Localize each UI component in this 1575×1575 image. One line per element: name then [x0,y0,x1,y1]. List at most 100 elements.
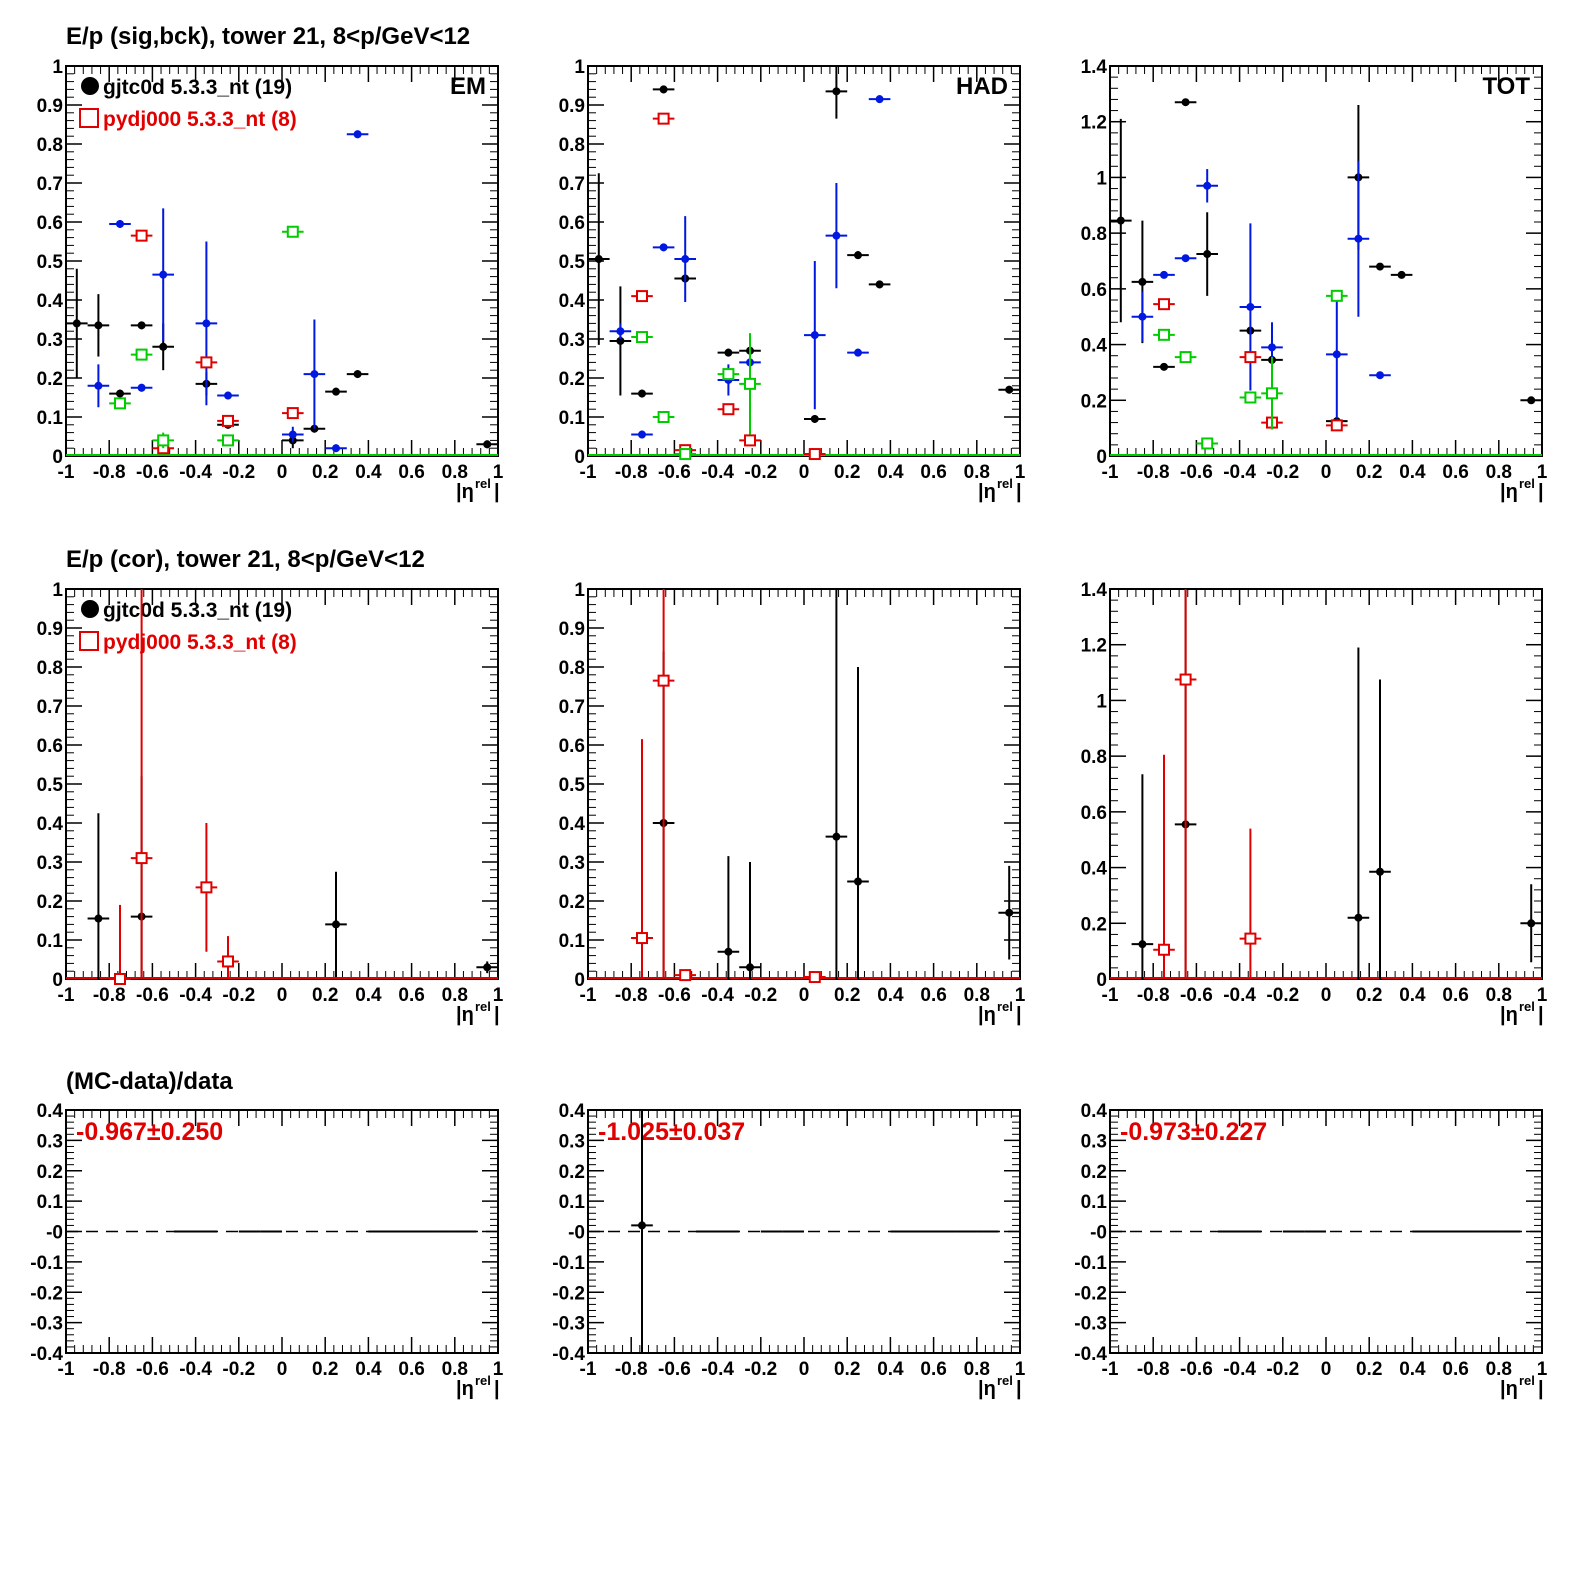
y-tick-label: 1.4 [1081,57,1108,78]
data-point [1332,350,1341,359]
x-tick-label: -1 [1102,462,1119,483]
y-tick-label: -0.1 [1074,1253,1107,1274]
y-tick-label: 0.2 [37,1162,63,1183]
panel-label: TOT [1482,73,1530,100]
x-tick-label: 0 [1321,1359,1332,1380]
data-point [222,414,234,427]
data-point [332,444,340,453]
x-tick-label: 0.2 [1356,1359,1382,1380]
data-point [72,319,81,328]
y-tick-label: 0.6 [559,213,585,234]
x-tick-label: 0.4 [877,985,904,1006]
data-point [810,414,819,423]
data-point [202,319,211,328]
data-point [1116,216,1125,225]
data-point [159,270,168,279]
data-point [854,251,862,260]
data-point [116,389,124,398]
y-tick-label: 0.9 [559,96,585,117]
y-tick-label: -0 [1090,1223,1107,1244]
y-tick-label: 0.1 [37,931,64,952]
x-tick-label: 1 [1015,462,1026,483]
x-tick-label: -0.8 [1137,985,1170,1006]
data-point [135,852,148,865]
x-tick-label: 0 [277,985,288,1006]
x-tick-label: 0 [799,985,810,1006]
y-tick-label: 0.4 [559,814,586,835]
legend-marker-circle [81,600,99,618]
x-tick-label: -0.8 [93,462,126,483]
x-axis-title-end: | [1538,1378,1544,1400]
legend-label: pydj000 5.3.3_nt (8) [103,108,297,131]
y-tick-label: 0.9 [37,619,63,640]
data-point [1181,254,1190,263]
x-axis-title: |η [1500,481,1518,503]
data-point [657,411,670,423]
panel-label: EM [450,73,486,100]
y-tick-label: 0.4 [559,291,586,312]
data-point [332,920,340,929]
y-tick-label: 0 [574,447,585,468]
y-tick-label: 0.3 [559,330,585,351]
y-tick-label: 0.5 [559,775,586,796]
y-tick-label: -0.1 [552,1253,585,1274]
data-point [832,832,841,841]
data-point [744,377,756,390]
y-tick-label: 0 [574,970,585,991]
data-point [746,963,754,972]
y-tick-label: 1 [1096,168,1107,189]
x-tick-label: -1 [1102,985,1119,1006]
legend-marker-circle [81,77,99,95]
data-point [616,327,625,336]
x-tick-label: 0.8 [442,1359,468,1380]
row-title-sig-bck: E/p (sig,bck), tower 21, 8<p/GeV<12 [66,23,470,50]
y-tick-label: 0.3 [1081,1131,1107,1152]
data-point [1138,312,1147,321]
data-point [1158,328,1170,341]
x-tick-label: -0.6 [658,1359,691,1380]
data-point [94,914,103,923]
panel-label: HAD [956,73,1008,100]
y-tick-label: 0.7 [559,174,585,195]
x-tick-label: -0.4 [1223,462,1256,483]
y-tick-label: 0.4 [37,814,64,835]
x-axis-title-sup: rel [997,476,1013,491]
x-tick-label: 1 [1015,1359,1026,1380]
data-point [594,255,603,264]
data-point [114,973,126,985]
y-tick-label: 0 [1096,447,1107,468]
data-point [94,381,103,390]
data-point [616,336,625,345]
y-tick-label: 0.6 [37,736,63,757]
x-tick-label: 1 [1537,1359,1548,1380]
x-tick-label: 1 [1015,985,1026,1006]
data-point [808,448,821,461]
x-tick-label: -1 [1102,1359,1119,1380]
x-tick-label: -0.6 [136,462,169,483]
x-tick-label: 0.6 [398,1359,424,1380]
x-tick-label: 0.8 [964,1359,990,1380]
y-tick-label: 1 [52,57,63,78]
data-point [137,383,146,392]
data-point [114,397,126,410]
y-tick-label: 0.5 [559,252,586,273]
data-point [116,219,124,228]
y-tick-label: 0.6 [1081,803,1107,824]
data-point [1376,371,1384,380]
row-title-ratio: (MC-data)/data [66,1068,233,1095]
y-tick-label: 0.2 [1081,391,1107,412]
x-tick-label: 0.2 [312,985,338,1006]
x-tick-label: 1 [493,985,504,1006]
y-tick-label: 0.6 [37,213,63,234]
panel-0-0: 00.10.20.30.40.50.60.70.80.91-1 -0.8 -0.6-… [37,57,504,503]
x-tick-label: 0.2 [312,462,338,483]
data-point [222,434,234,447]
x-tick-label: 1 [1537,462,1548,483]
data-point [1005,908,1014,917]
y-tick-label: -0 [46,1223,63,1244]
x-tick-label: 0.8 [1486,1359,1512,1380]
x-tick-label: -0.4 [701,462,734,483]
data-point [832,87,841,96]
data-point [310,370,319,379]
x-tick-label: -0.4 [701,985,734,1006]
